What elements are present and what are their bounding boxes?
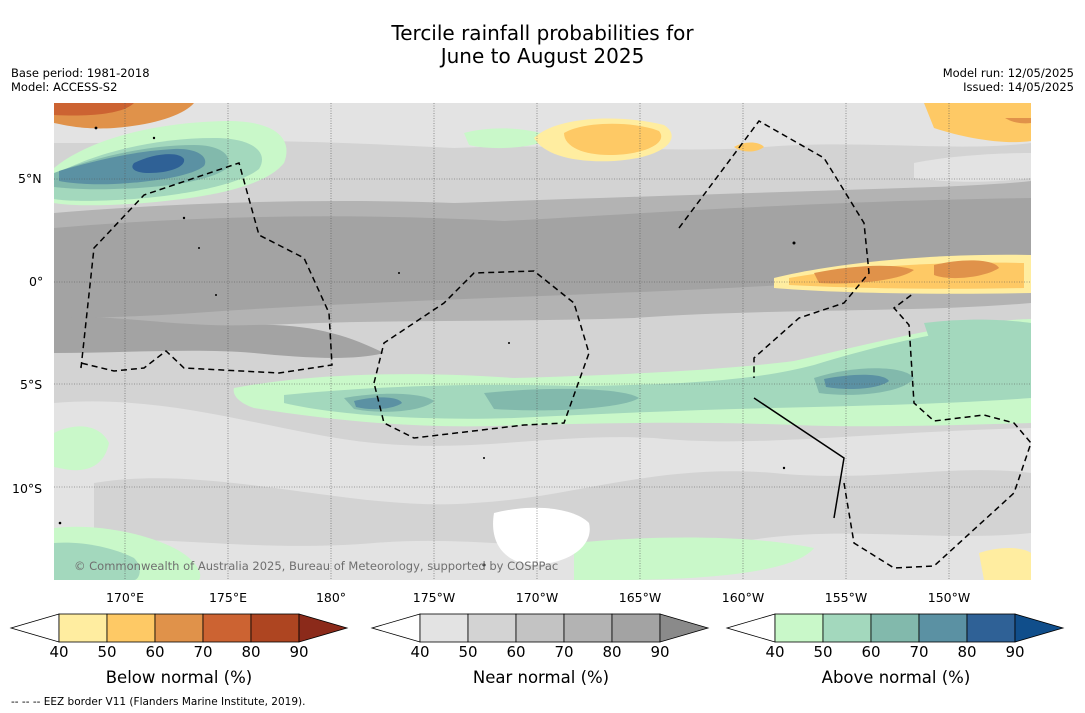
above-swatch-1 xyxy=(822,613,872,643)
near-swatch-0 xyxy=(419,613,469,643)
above-tick-80: 80 xyxy=(957,643,977,661)
base-period: Base period: 1981-2018 xyxy=(11,66,150,80)
above-normal-south-50 xyxy=(284,325,1031,419)
below-normal-east-70 xyxy=(814,265,914,284)
lat-label-0: 0° xyxy=(29,274,44,289)
above-normal-title: Above normal (%) xyxy=(821,668,971,687)
title-line-1: Tercile rainfall probabilities for xyxy=(391,21,694,45)
eez-borders xyxy=(80,120,1031,569)
lon-label-175w: 175°W xyxy=(412,590,456,605)
map-title: Tercile rainfall probabilities for June … xyxy=(0,22,1085,68)
above-normal-south-patch2 xyxy=(574,537,814,580)
below-tick-80: 80 xyxy=(241,643,261,661)
map-canvas xyxy=(54,103,1031,580)
near-normal-50-south xyxy=(94,470,1031,551)
above-normal-south-60b xyxy=(484,388,639,411)
below-tick-60: 60 xyxy=(145,643,165,661)
colorbar-below-normal xyxy=(9,613,349,643)
above-swatch-2 xyxy=(870,613,920,643)
colorbar-above-normal xyxy=(725,613,1065,643)
below-tick-40: 40 xyxy=(49,643,69,661)
run-info: Model run: 12/05/2025 Issued: 14/05/2025 xyxy=(943,66,1074,94)
below-normal-title: Below normal (%) xyxy=(105,668,253,687)
below-tick-90: 90 xyxy=(289,643,309,661)
near-tick-40: 40 xyxy=(410,643,430,661)
islands xyxy=(58,126,796,567)
above-tick-40: 40 xyxy=(765,643,785,661)
graticule xyxy=(54,103,1031,580)
below-normal-far-ne xyxy=(984,103,1031,118)
above-normal-north-patch xyxy=(464,128,554,149)
above-tick-60: 60 xyxy=(861,643,881,661)
above-normal-sw-patch xyxy=(54,426,109,471)
lon-label-150w: 150°W xyxy=(927,590,971,605)
near-tick-70: 70 xyxy=(554,643,574,661)
near-tick-50: 50 xyxy=(458,643,478,661)
title-line-2: June to August 2025 xyxy=(440,44,645,68)
lon-label-170e: 170°E xyxy=(105,590,144,605)
below-normal-east-70b xyxy=(934,260,999,279)
below-over-triangle xyxy=(298,613,349,643)
eez-solid-boundary xyxy=(753,397,845,519)
lat-label-10s: 10°S xyxy=(12,481,43,496)
below-under-triangle xyxy=(9,613,60,643)
lat-label-5n: 5°N xyxy=(18,171,42,186)
near-normal-80-band xyxy=(54,198,1031,318)
above-tick-90: 90 xyxy=(1005,643,1025,661)
above-swatch-0 xyxy=(774,613,824,643)
near-normal-white-patch xyxy=(493,507,590,565)
above-over-triangle xyxy=(1014,613,1065,643)
near-swatch-4 xyxy=(611,613,661,643)
below-normal-se-corner xyxy=(979,548,1031,580)
near-tick-90: 90 xyxy=(650,643,670,661)
below-normal-nw-core xyxy=(54,103,134,116)
lon-label-160w: 160°W xyxy=(721,590,765,605)
eez-legend-note: -- -- -- EEZ border V11 (Flanders Marine… xyxy=(11,696,306,708)
lon-label-165w: 165°W xyxy=(618,590,662,605)
near-tick-60: 60 xyxy=(506,643,526,661)
above-normal-se-patch xyxy=(924,319,1031,373)
model-name: Model: ACCESS-S2 xyxy=(11,80,118,94)
above-normal-south-70b xyxy=(824,374,889,389)
lon-label-170w: 170°W xyxy=(515,590,559,605)
below-swatch-1 xyxy=(106,613,156,643)
above-normal-south-70 xyxy=(354,397,402,410)
near-normal-80-lobe xyxy=(54,316,384,358)
lon-label-180: 180° xyxy=(315,590,347,605)
model-info: Base period: 1981-2018 Model: ACCESS-S2 xyxy=(11,66,150,94)
above-tick-50: 50 xyxy=(813,643,833,661)
lon-label-155w: 155°W xyxy=(824,590,868,605)
below-normal-north-60 xyxy=(564,123,662,155)
near-normal-ne xyxy=(914,153,1031,182)
above-under-triangle xyxy=(725,613,776,643)
probability-map xyxy=(54,103,1031,580)
near-under-triangle xyxy=(370,613,421,643)
above-tick-70: 70 xyxy=(909,643,929,661)
above-swatch-3 xyxy=(918,613,968,643)
below-swatch-2 xyxy=(154,613,204,643)
below-swatch-0 xyxy=(58,613,108,643)
near-normal-title: Near normal (%) xyxy=(472,668,610,687)
model-run: Model run: 12/05/2025 xyxy=(942,66,1074,80)
below-swatch-3 xyxy=(202,613,252,643)
below-tick-70: 70 xyxy=(193,643,213,661)
copyright-notice: © Commonwealth of Australia 2025, Bureau… xyxy=(74,559,559,573)
near-swatch-2 xyxy=(515,613,565,643)
issued-date: Issued: 14/05/2025 xyxy=(963,80,1074,94)
above-swatch-4 xyxy=(966,613,1016,643)
colorbars xyxy=(9,613,1065,643)
near-over-triangle xyxy=(659,613,710,643)
near-normal-40-band-north xyxy=(54,103,1031,150)
lon-label-175e: 175°E xyxy=(208,590,247,605)
above-normal-sw-corner-60 xyxy=(54,542,140,580)
near-swatch-1 xyxy=(467,613,517,643)
below-tick-50: 50 xyxy=(97,643,117,661)
lat-label-5s: 5°S xyxy=(20,377,43,392)
below-swatch-4 xyxy=(250,613,300,643)
near-swatch-3 xyxy=(563,613,613,643)
colorbar-near-normal xyxy=(370,613,710,643)
above-normal-nw-90 xyxy=(132,154,185,173)
near-tick-80: 80 xyxy=(602,643,622,661)
